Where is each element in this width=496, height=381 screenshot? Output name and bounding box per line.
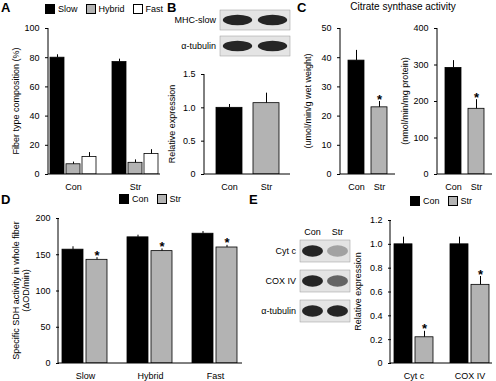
svg-text:α-tubulin: α-tubulin (261, 306, 296, 316)
svg-text:Cyt c: Cyt c (275, 246, 296, 256)
svg-text:0.6: 0.6 (370, 287, 383, 297)
html-text:Citrate synthase activity: Citrate synthase activity (350, 1, 456, 12)
html-text:Fast: Fast (145, 4, 163, 14)
svg-text:Con: Con (65, 182, 82, 192)
svg-text:0.2: 0.2 (370, 335, 383, 345)
html-text:E: E (249, 192, 258, 207)
html-text:C: C (297, 0, 307, 15)
svg-text:Con: Con (348, 182, 365, 192)
svg-text:400: 400 (413, 23, 428, 33)
svg-text:MHC-slow: MHC-slow (175, 15, 217, 25)
svg-text:200: 200 (35, 213, 50, 223)
svg-text:1.0: 1.0 (370, 239, 383, 249)
svg-text:*: * (478, 267, 484, 282)
svg-text:80: 80 (29, 53, 39, 63)
html-text:Slow: Slow (58, 4, 78, 14)
svg-text:10: 10 (321, 140, 331, 150)
svg-text:1.2: 1.2 (370, 215, 383, 225)
svg-text:0: 0 (423, 169, 428, 179)
html-text:Hybrid: Hybrid (98, 4, 125, 14)
svg-text:50: 50 (321, 23, 331, 33)
svg-text:Con: Con (304, 227, 321, 237)
svg-text:200: 200 (413, 96, 428, 106)
svg-text:50: 50 (40, 322, 50, 332)
svg-text:0: 0 (326, 169, 331, 179)
svg-text:150: 150 (35, 250, 50, 260)
svg-text:Fast: Fast (207, 371, 225, 381)
svg-text:0: 0 (377, 358, 382, 368)
svg-text:100: 100 (413, 133, 428, 143)
html-text:Fiber type composition (%): Fiber type composition (%) (11, 47, 21, 155)
svg-text:*: * (224, 235, 230, 250)
svg-text:0.8: 0.8 (370, 263, 383, 273)
html-text:B: B (167, 0, 177, 15)
svg-text:Hybrid: Hybrid (137, 371, 163, 381)
svg-text:Str: Str (130, 182, 142, 192)
svg-text:Con: Con (221, 182, 238, 192)
svg-text:40: 40 (29, 111, 39, 121)
html-text:A: A (1, 0, 11, 15)
svg-text:300: 300 (413, 60, 428, 70)
svg-text:0: 0 (45, 358, 50, 368)
html-text:Relative expression: Relative expression (167, 84, 177, 164)
svg-text:*: * (377, 92, 383, 107)
svg-text:Con: Con (445, 182, 462, 192)
svg-text:60: 60 (29, 82, 39, 92)
html-text:Con: Con (132, 194, 149, 204)
html-text:D: D (1, 192, 11, 207)
svg-text:0: 0 (190, 169, 195, 179)
svg-text:100: 100 (24, 23, 39, 33)
svg-text:Slow: Slow (76, 371, 96, 381)
svg-text:0.4: 0.4 (370, 311, 383, 321)
svg-text:0: 0 (34, 169, 39, 179)
svg-text:0.5: 0.5 (183, 136, 196, 146)
html-text:Relative expression: Relative expression (353, 252, 363, 331)
svg-text:30: 30 (321, 82, 331, 92)
svg-text:*: * (94, 248, 100, 263)
svg-text:COX IV: COX IV (455, 371, 486, 381)
svg-text:*: * (422, 321, 428, 336)
svg-text:100: 100 (35, 286, 50, 296)
svg-text:Str: Str (332, 227, 344, 237)
svg-text:COX IV: COX IV (265, 276, 296, 286)
svg-text:1.0: 1.0 (183, 103, 196, 113)
svg-text:20: 20 (321, 111, 331, 121)
svg-text:Cyt c: Cyt c (404, 371, 425, 381)
svg-text:20: 20 (29, 140, 39, 150)
html-text:(umol/min/g wet weight): (umol/min/g wet weight) (303, 53, 313, 149)
html-text:Specific SDH activity in whole: Specific SDH activity in whole fiber (ΔO… (11, 221, 31, 360)
html-text:Str: Str (460, 196, 472, 206)
svg-text:40: 40 (321, 53, 331, 63)
svg-text:Str: Str (374, 182, 386, 192)
svg-text:α-tubulin: α-tubulin (181, 41, 216, 51)
svg-text:*: * (474, 90, 480, 105)
svg-text:*: * (159, 239, 165, 254)
svg-text:Str: Str (261, 182, 273, 192)
svg-text:Str: Str (471, 182, 483, 192)
html-text:Str: Str (169, 194, 181, 204)
svg-text:1.5: 1.5 (183, 69, 196, 79)
html-text:(nmol/min/mg protein): (nmol/min/mg protein) (400, 57, 410, 145)
html-text:Con: Con (423, 196, 440, 206)
